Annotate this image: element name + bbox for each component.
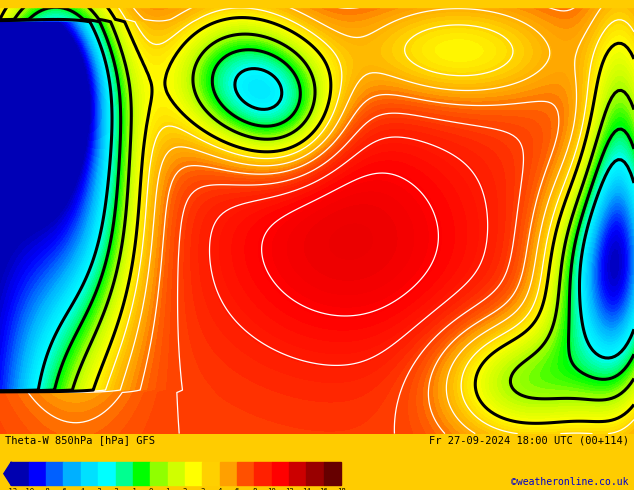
Text: 12: 12 — [285, 488, 294, 490]
Bar — [98, 462, 115, 486]
Bar — [81, 462, 98, 486]
Text: Fr 27-09-2024 18:00 UTC (00+114): Fr 27-09-2024 18:00 UTC (00+114) — [429, 435, 629, 445]
Bar — [254, 462, 272, 486]
Bar — [63, 462, 81, 486]
Text: 2: 2 — [183, 488, 187, 490]
Bar — [237, 462, 254, 486]
Text: -1: -1 — [129, 488, 137, 490]
Text: 6: 6 — [235, 488, 239, 490]
Bar — [115, 462, 133, 486]
Text: -10: -10 — [22, 488, 36, 490]
Text: 0: 0 — [148, 488, 152, 490]
Text: 8: 8 — [252, 488, 257, 490]
Bar — [324, 462, 341, 486]
Bar — [185, 462, 202, 486]
Text: 18: 18 — [337, 488, 346, 490]
Text: ©weatheronline.co.uk: ©weatheronline.co.uk — [512, 477, 629, 487]
Text: 10: 10 — [268, 488, 276, 490]
Text: -3: -3 — [94, 488, 103, 490]
Text: 4: 4 — [217, 488, 222, 490]
Text: -8: -8 — [42, 488, 51, 490]
Bar — [29, 462, 46, 486]
Bar — [272, 462, 289, 486]
Bar — [167, 462, 185, 486]
Text: -12: -12 — [5, 488, 18, 490]
Text: 14: 14 — [302, 488, 311, 490]
Text: 1: 1 — [165, 488, 170, 490]
Bar — [150, 462, 167, 486]
FancyArrow shape — [4, 462, 11, 486]
Text: -6: -6 — [59, 488, 68, 490]
Text: -4: -4 — [77, 488, 85, 490]
Bar — [46, 462, 63, 486]
Text: Theta-W 850hPa [hPa] GFS: Theta-W 850hPa [hPa] GFS — [5, 435, 155, 445]
Bar — [11, 462, 29, 486]
Bar — [219, 462, 237, 486]
Text: 16: 16 — [320, 488, 328, 490]
Bar — [202, 462, 219, 486]
Bar — [133, 462, 150, 486]
Text: 3: 3 — [200, 488, 205, 490]
Text: -2: -2 — [111, 488, 120, 490]
Bar — [306, 462, 324, 486]
Bar — [289, 462, 306, 486]
Bar — [0, 0, 634, 6]
